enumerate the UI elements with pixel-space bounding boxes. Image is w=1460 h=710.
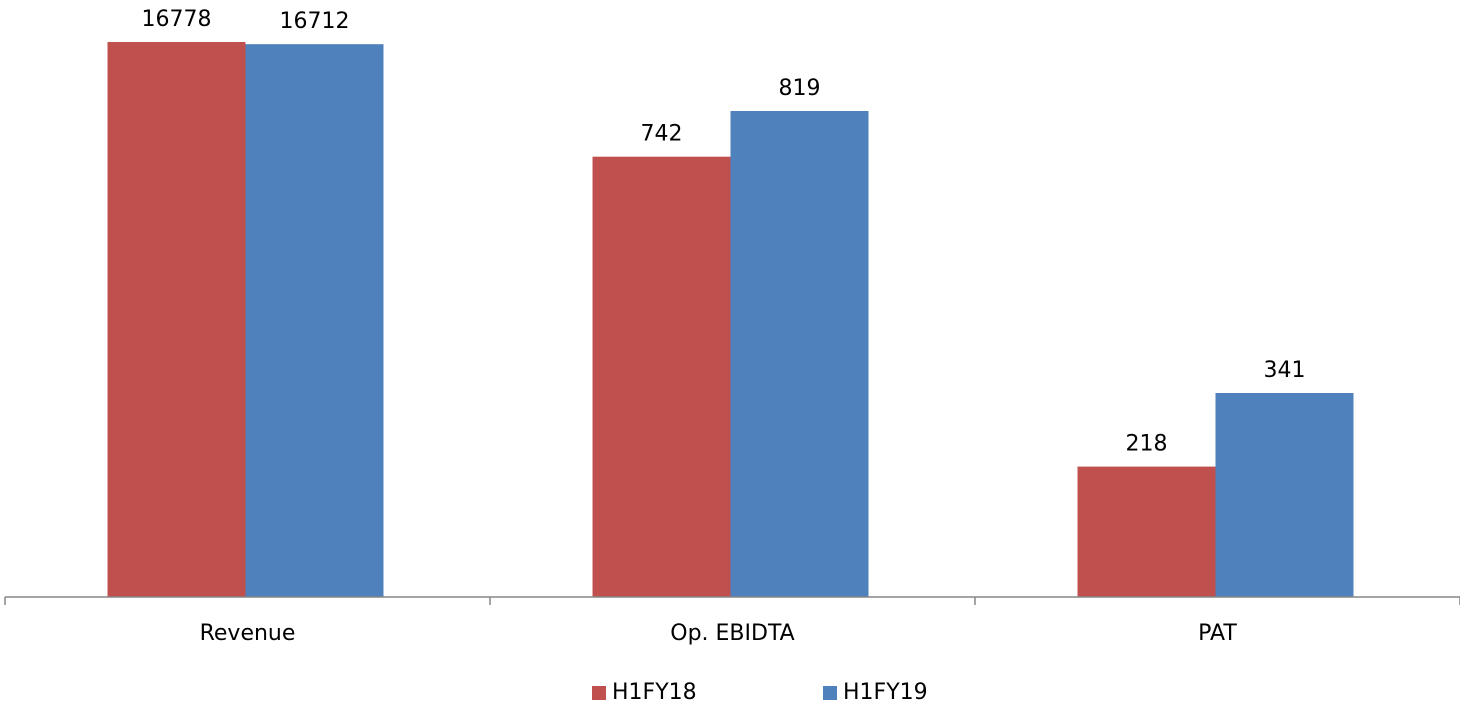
bar-h1fy18-op-ebidta: [592, 156, 731, 597]
category-label: Op. EBIDTA: [670, 621, 794, 646]
data-label: 218: [1126, 432, 1168, 457]
bars-group: [107, 42, 1354, 597]
category-label: Revenue: [200, 621, 296, 646]
data-label: 16712: [280, 9, 350, 34]
bar-h1fy19-op-ebidta: [730, 111, 869, 597]
bar-h1fy18-pat: [1077, 466, 1216, 597]
bar-h1fy19-pat: [1215, 393, 1354, 597]
category-axis: [4, 596, 1460, 605]
data-label: 742: [641, 122, 683, 147]
legend-item-h1fy18: H1FY18: [592, 680, 697, 705]
category-labels-group: Revenue Op. EBIDTA PAT: [200, 621, 1238, 646]
bar-h1fy18-revenue: [107, 42, 246, 597]
data-label: 819: [779, 76, 821, 101]
legend: H1FY18 H1FY19: [0, 680, 1460, 710]
legend-label-h1fy19: H1FY19: [843, 680, 928, 705]
legend-item-h1fy19: H1FY19: [823, 680, 928, 705]
bar-h1fy19-revenue: [245, 44, 384, 597]
legend-label-h1fy18: H1FY18: [612, 680, 697, 705]
legend-swatch-h1fy19: [823, 685, 837, 700]
category-label: PAT: [1198, 621, 1237, 646]
data-label: 16778: [142, 7, 212, 32]
data-labels-group: 16778 16712 742 819 218 341: [142, 7, 1306, 457]
legend-swatch-h1fy18: [592, 685, 606, 700]
data-label: 341: [1264, 358, 1306, 383]
